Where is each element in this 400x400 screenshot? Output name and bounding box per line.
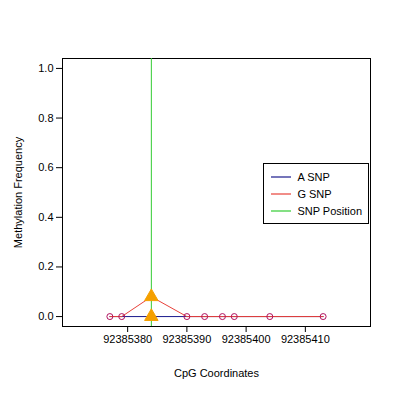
svg-text:0.6: 0.6	[38, 161, 53, 173]
svg-text:92385390: 92385390	[162, 333, 211, 345]
html-text:G SNP: G SNP	[297, 187, 332, 200]
svg-text:92385400: 92385400	[222, 333, 271, 345]
svg-text:CpG Coordinates: CpG Coordinates	[174, 367, 259, 379]
svg-text:0.4: 0.4	[38, 211, 53, 223]
svg-text:92385380: 92385380	[103, 333, 152, 345]
svg-text:0.2: 0.2	[38, 260, 53, 272]
svg-text:1.0: 1.0	[38, 62, 53, 74]
html-text:A SNP: A SNP	[297, 170, 330, 183]
svg-text:92385410: 92385410	[281, 333, 330, 345]
svg-text:Methylation Frequency: Methylation Frequency	[12, 136, 24, 248]
html-text:SNP Position: SNP Position	[297, 204, 362, 217]
svg-text:0.8: 0.8	[38, 112, 53, 124]
svg-text:0.0: 0.0	[38, 310, 53, 322]
